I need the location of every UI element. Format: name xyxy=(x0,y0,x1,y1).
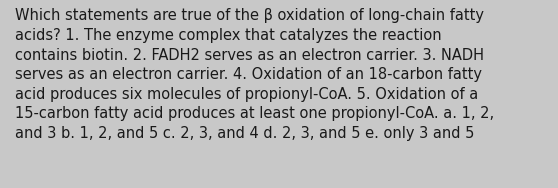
Text: Which statements are true of the β oxidation of long-chain fatty
acids? 1. The e: Which statements are true of the β oxida… xyxy=(15,8,494,141)
